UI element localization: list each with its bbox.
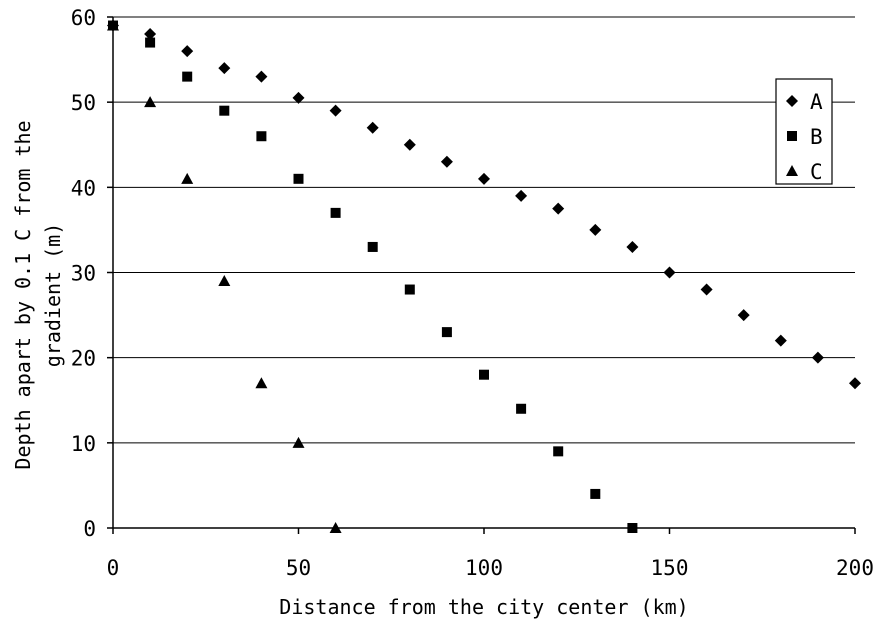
y-axis-label-line-1: Depth apart by 0.1 C from the	[11, 120, 35, 469]
point-C-60	[329, 522, 342, 533]
point-A-160	[700, 283, 713, 296]
point-B-140	[627, 523, 638, 533]
point-B-100	[479, 369, 489, 380]
point-A-10	[144, 28, 157, 41]
data-points	[107, 19, 861, 533]
point-A-140	[626, 240, 639, 253]
point-A-130	[589, 223, 602, 236]
point-A-100	[478, 172, 490, 185]
point-A-90	[440, 155, 453, 168]
legend-marker-C	[786, 165, 798, 176]
legend: ABC	[775, 78, 833, 185]
point-C-50	[292, 436, 305, 448]
y-tick-label-0: 0	[83, 517, 96, 541]
axes	[107, 16, 856, 534]
x-tick-label-200: 200	[836, 556, 874, 580]
y-tick-label-30: 30	[71, 262, 96, 286]
x-tick-label-0: 0	[107, 556, 120, 580]
y-tick-label-60: 60	[71, 6, 96, 30]
point-A-60	[329, 104, 342, 117]
y-tick-label-20: 20	[71, 347, 96, 371]
point-B-110	[516, 403, 527, 414]
point-C-0	[107, 19, 119, 31]
point-A-170	[737, 309, 750, 322]
legend-label-B: B	[810, 125, 823, 149]
series-C	[107, 19, 342, 533]
x-tick-label-50: 50	[286, 556, 311, 580]
x-tick-label-100: 100	[465, 556, 503, 580]
legend-label-A: A	[810, 90, 823, 114]
point-A-110	[515, 189, 528, 202]
x-tick-label-150: 150	[651, 556, 689, 580]
y-tick-label-40: 40	[71, 176, 96, 200]
point-A-200	[849, 377, 861, 390]
point-A-50	[292, 91, 305, 104]
series-A	[107, 19, 861, 390]
point-B-120	[553, 446, 564, 457]
point-A-150	[663, 266, 676, 279]
point-C-20	[181, 172, 194, 184]
point-B-60	[330, 207, 341, 218]
legend-box	[775, 78, 833, 185]
gridlines	[113, 16, 855, 444]
point-B-70	[367, 241, 378, 252]
point-A-120	[552, 202, 565, 215]
y-tick-label-10: 10	[71, 432, 96, 456]
point-C-30	[218, 275, 231, 287]
y-axis-label: Depth apart by 0.1 C from the gradient (…	[11, 120, 65, 469]
point-A-180	[774, 334, 787, 347]
y-tick-labels: 0 10 20 30 40 50 60	[71, 6, 96, 541]
point-A-20	[181, 45, 194, 58]
point-A-40	[255, 70, 268, 83]
legend-label-C: C	[810, 160, 823, 184]
point-A-70	[366, 121, 379, 134]
point-A-30	[218, 62, 231, 75]
point-B-130	[590, 488, 601, 499]
point-B-10	[145, 37, 156, 48]
point-A-80	[403, 138, 416, 151]
point-B-40	[256, 131, 267, 142]
point-A-190	[811, 351, 824, 364]
series-B	[108, 20, 638, 533]
point-B-50	[293, 173, 304, 184]
y-tick-label-50: 50	[71, 91, 96, 115]
y-axis-label-line-2: gradient (m)	[41, 223, 65, 368]
point-B-20	[182, 71, 193, 82]
point-B-90	[441, 327, 452, 338]
legend-marker-B	[787, 131, 797, 141]
point-B-30	[219, 105, 230, 116]
x-axis-label: Distance from the city center (km)	[279, 595, 688, 619]
x-tick-labels: 0 50 100 150 200	[107, 556, 874, 580]
legend-marker-A	[786, 95, 798, 107]
point-B-80	[404, 284, 415, 295]
point-C-10	[144, 96, 157, 108]
point-C-40	[255, 377, 268, 389]
